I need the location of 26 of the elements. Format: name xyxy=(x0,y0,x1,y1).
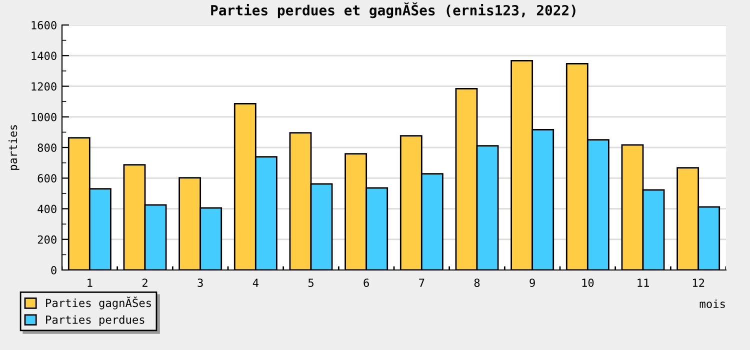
y-tick-label: 800 xyxy=(38,144,56,152)
x-tick-label: 7 xyxy=(419,278,424,287)
legend-label: Parties perdues xyxy=(46,315,144,326)
x-tick-label: 3 xyxy=(198,278,203,287)
x-tick-label: 11 xyxy=(638,278,649,287)
x-tick-label: 1 xyxy=(88,278,92,287)
x-tick-label: 10 xyxy=(582,278,594,287)
y-axis-title: parties xyxy=(8,125,20,170)
x-tick-label: 4 xyxy=(252,278,258,287)
x-tick-label: 12 xyxy=(692,278,704,287)
x-tick-label: 5 xyxy=(308,278,314,287)
y-tick-label: 1400 xyxy=(32,52,56,60)
y-tick-label: 1200 xyxy=(32,82,56,91)
y-tick-label: 1000 xyxy=(32,112,56,122)
x-tick-label: 9 xyxy=(530,278,535,287)
x-axis-title: mois xyxy=(700,299,725,308)
y-tick-label: 200 xyxy=(38,235,56,244)
x-tick-label: 6 xyxy=(364,278,369,287)
y-tick-label: 400 xyxy=(38,204,56,214)
legend-label: Parties gagnĂŠes xyxy=(46,296,151,310)
y-tick-label: 0 xyxy=(51,266,56,274)
x-tick-label: 8 xyxy=(474,278,480,287)
y-tick-label: 600 xyxy=(38,174,56,183)
y-tick-label: 1600 xyxy=(32,21,56,30)
x-tick-label: 2 xyxy=(142,278,148,287)
chart-title: Parties perdues et gagnĂŠes (ernis123, 2022) xyxy=(211,2,576,18)
